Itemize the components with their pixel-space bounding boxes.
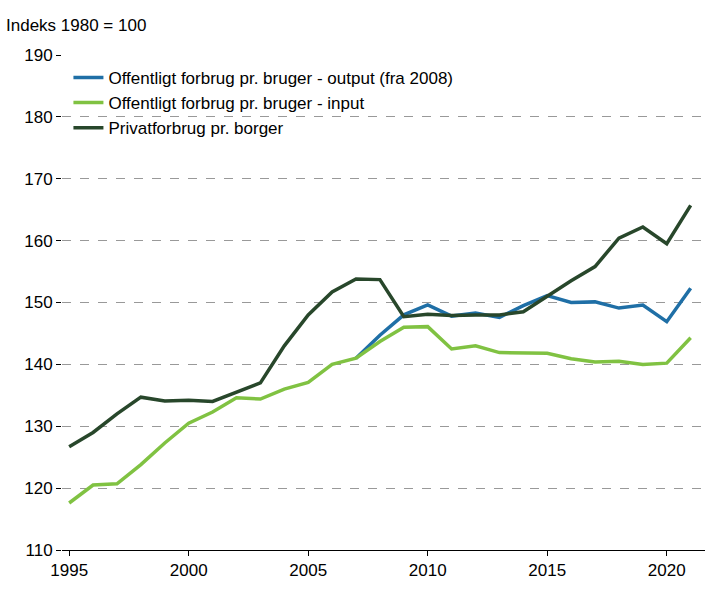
svg-text:Privatforbrug pr. borger: Privatforbrug pr. borger xyxy=(108,119,283,138)
svg-text:2015: 2015 xyxy=(528,561,566,580)
svg-text:140: 140 xyxy=(24,355,52,374)
svg-text:160: 160 xyxy=(24,232,52,251)
svg-text:2010: 2010 xyxy=(409,561,447,580)
svg-text:120: 120 xyxy=(24,479,52,498)
svg-text:Offentligt forbrug pr. bruger: Offentligt forbrug pr. bruger - input xyxy=(108,94,364,113)
svg-text:130: 130 xyxy=(24,417,52,436)
svg-text:2000: 2000 xyxy=(170,561,208,580)
svg-text:2020: 2020 xyxy=(648,561,686,580)
svg-text:190: 190 xyxy=(24,46,52,65)
svg-text:150: 150 xyxy=(24,293,52,312)
svg-text:2005: 2005 xyxy=(289,561,327,580)
svg-text:1995: 1995 xyxy=(50,561,88,580)
svg-text:180: 180 xyxy=(24,108,52,127)
svg-text:Offentligt forbrug pr. bruger: Offentligt forbrug pr. bruger - output (… xyxy=(108,69,453,88)
svg-text:Indeks 1980 = 100: Indeks 1980 = 100 xyxy=(6,16,146,35)
svg-text:110: 110 xyxy=(25,541,52,560)
svg-text:170: 170 xyxy=(24,170,52,189)
